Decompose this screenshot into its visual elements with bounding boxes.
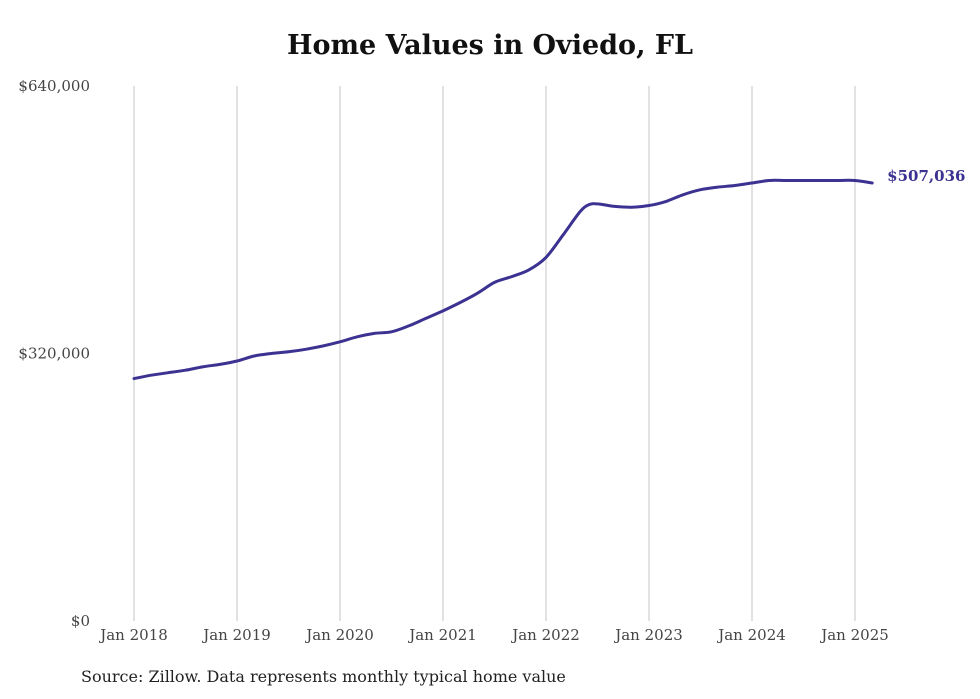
series-line (132, 178, 874, 381)
source-note: Source: Zillow. Data represents monthly … (81, 667, 566, 686)
y-tick-label: $320,000 (18, 345, 90, 363)
gridlines (133, 86, 856, 621)
x-tick-label: Jan 2018 (98, 626, 168, 644)
series-layer: $507,036 (132, 167, 965, 381)
x-tick-label: Jan 2023 (613, 626, 683, 644)
x-tick-label: Jan 2022 (510, 626, 580, 644)
y-tick-label: $640,000 (18, 77, 90, 95)
chart-title: Home Values in Oviedo, FL (286, 30, 694, 61)
x-tick-label: Jan 2025 (819, 626, 889, 644)
x-axis-ticks: Jan 2018 Jan 2019 Jan 2020 Jan 2021 Jan 2022… (98, 626, 889, 644)
x-tick-label: Jan 2019 (201, 626, 271, 644)
y-tick-label: $0 (71, 612, 90, 630)
x-tick-label: Jan 2020 (304, 626, 374, 644)
x-tick-label: Jan 2024 (716, 626, 786, 644)
y-axis-ticks: $0 $320,000 $640,000 (18, 77, 90, 630)
end-value-label: $507,036 (887, 167, 965, 185)
x-tick-label: Jan 2021 (407, 626, 477, 644)
